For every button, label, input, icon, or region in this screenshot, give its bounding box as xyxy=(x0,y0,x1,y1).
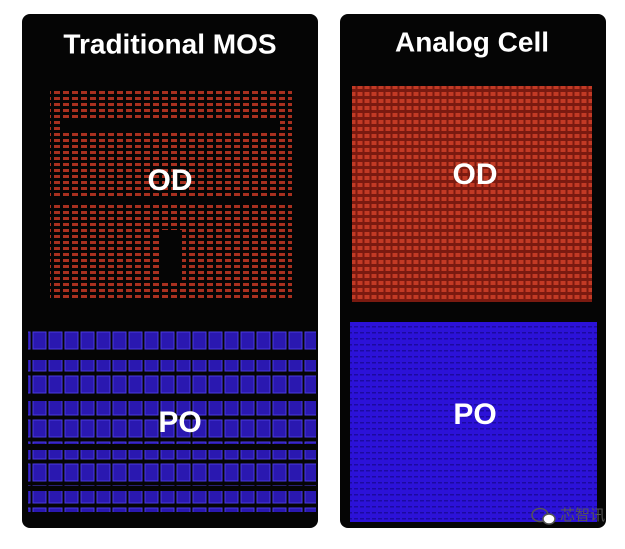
region-label: OD xyxy=(453,158,498,191)
po-region xyxy=(28,330,316,512)
watermark-icon xyxy=(531,507,556,525)
od-region xyxy=(50,88,292,300)
region-label: PO xyxy=(453,398,496,431)
od-region xyxy=(352,86,592,302)
watermark: 芯智讯 xyxy=(560,506,605,524)
panel-title: Analog Cell xyxy=(395,26,549,57)
region-label: PO xyxy=(158,406,201,439)
panel-title: Traditional MOS xyxy=(63,28,276,59)
region-label: OD xyxy=(148,164,193,197)
po-region xyxy=(350,322,597,522)
